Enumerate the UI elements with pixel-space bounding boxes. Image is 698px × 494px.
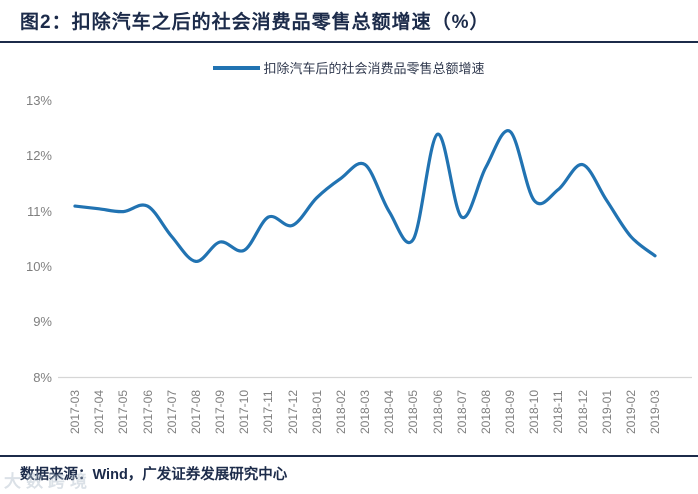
x-axis-label: 2018-10 [527, 389, 542, 435]
title-divider [0, 41, 698, 43]
series-line [73, 129, 657, 263]
x-axis-label: 2019-03 [648, 389, 662, 435]
x-axis-label: 2017-10 [237, 389, 252, 435]
legend-line-swatch [213, 65, 261, 70]
x-axis-label: 2018-01 [309, 389, 324, 435]
y-axis-label: 12% [25, 148, 52, 164]
x-axis-label: 2017-08 [188, 389, 203, 435]
x-axis-label: 2018-08 [478, 389, 493, 435]
y-axis-label: 9% [33, 314, 52, 330]
x-axis-label: 2018-04 [382, 389, 397, 435]
x-axis-label: 2018-12 [575, 389, 590, 435]
y-axis-label: 11% [26, 203, 52, 219]
y-axis-label: 13% [25, 93, 52, 108]
x-axis-label: 2018-11 [551, 390, 566, 434]
x-axis-label: 2017-09 [213, 389, 227, 435]
x-axis-label: 2018-07 [454, 389, 469, 435]
x-axis-label: 2018-09 [503, 389, 517, 435]
x-axis-label: 2017-06 [140, 389, 155, 435]
chart-legend: 扣除汽车后的社会消费品零售总额增速 [0, 58, 698, 77]
x-axis-label: 2017-11 [261, 390, 276, 434]
x-axis-label: 2018-05 [406, 389, 421, 435]
x-axis-label: 2018-02 [333, 389, 348, 435]
data-source: 数据来源：Wind，广发证券发展研究中心 [20, 467, 288, 483]
x-axis-label: 2018-06 [430, 389, 445, 435]
x-axis-label: 2019-02 [623, 389, 638, 435]
x-axis-label: 2019-01 [599, 389, 614, 435]
x-axis-label: 2017-03 [68, 389, 82, 435]
x-axis-label: 2017-04 [92, 389, 107, 435]
footer-divider [0, 455, 698, 457]
y-axis-label: 10% [25, 258, 52, 274]
x-axis-label: 2017-07 [164, 389, 179, 435]
figure-title: 图2：扣除汽车之后的社会消费品零售总额增速（%） [20, 12, 490, 33]
x-axis-label: 2018-03 [358, 389, 372, 435]
x-axis-label: 2017-05 [116, 389, 131, 435]
x-axis-label: 2017-12 [285, 389, 300, 435]
y-axis-label: 8% [33, 369, 52, 385]
legend-label: 扣除汽车后的社会消费品零售总额增速 [263, 61, 485, 76]
